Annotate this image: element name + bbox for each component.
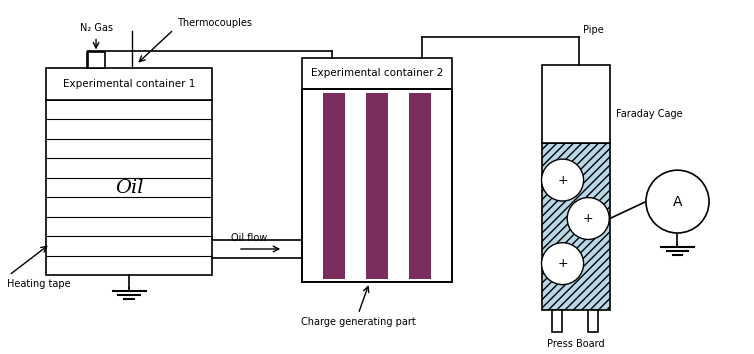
- Bar: [366, 93, 388, 279]
- Ellipse shape: [646, 170, 709, 233]
- Text: Oil: Oil: [115, 178, 143, 196]
- Bar: [47, 100, 212, 275]
- Ellipse shape: [541, 159, 584, 201]
- Text: Press Board: Press Board: [547, 338, 605, 349]
- Text: Heating tape: Heating tape: [7, 279, 70, 289]
- Bar: [323, 93, 345, 279]
- Bar: [409, 93, 431, 279]
- Text: Thermocouples: Thermocouples: [177, 18, 253, 28]
- Text: +: +: [583, 212, 593, 225]
- Text: Charge generating part: Charge generating part: [301, 318, 415, 327]
- Bar: [542, 65, 610, 143]
- Bar: [47, 68, 212, 100]
- Text: Experimental container 1: Experimental container 1: [63, 79, 195, 89]
- Text: +: +: [557, 257, 568, 270]
- Bar: [87, 52, 106, 68]
- Text: Pipe: Pipe: [583, 25, 604, 35]
- Bar: [542, 143, 610, 310]
- Text: +: +: [557, 173, 568, 187]
- Bar: [302, 58, 452, 89]
- Ellipse shape: [541, 243, 584, 285]
- Bar: [588, 310, 598, 332]
- Bar: [302, 89, 452, 282]
- Ellipse shape: [567, 198, 609, 239]
- Text: Experimental container 2: Experimental container 2: [311, 68, 443, 78]
- Bar: [302, 89, 452, 282]
- Text: Oil flow: Oil flow: [231, 233, 268, 243]
- Text: A: A: [673, 195, 682, 209]
- Text: N₂ Gas: N₂ Gas: [79, 23, 112, 33]
- Bar: [553, 310, 562, 332]
- Text: Faraday Cage: Faraday Cage: [616, 109, 682, 119]
